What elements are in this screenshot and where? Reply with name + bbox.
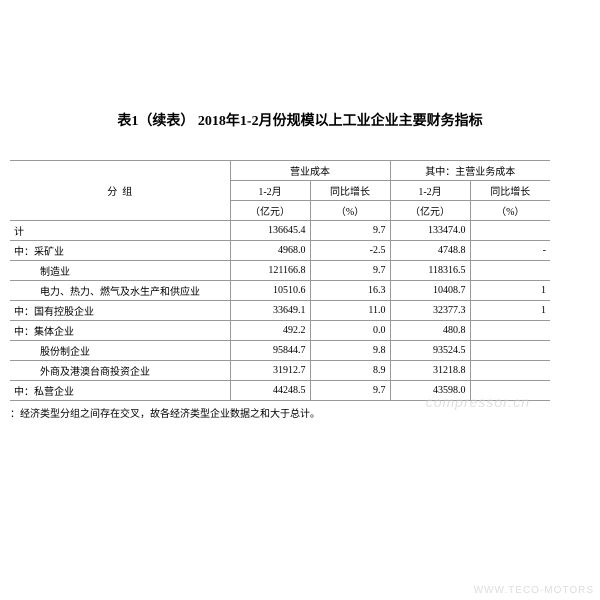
table-row: 中：集体企业492.20.0480.8	[10, 321, 550, 341]
cell-value: 16.3	[310, 281, 390, 301]
cell-value: 136645.4	[230, 221, 310, 241]
col-main-biz-cost: 其中：主营业务成本	[390, 161, 550, 181]
cell-value: 93524.5	[390, 341, 470, 361]
col-unit-3: （亿元）	[390, 201, 470, 221]
cell-value: 1	[470, 281, 550, 301]
cell-value: 31218.8	[390, 361, 470, 381]
table-body: 计136645.49.7133474.0中：采矿业4968.0-2.54748.…	[10, 221, 550, 401]
col-period-2: 1-2月	[390, 181, 470, 201]
cell-value: 492.2	[230, 321, 310, 341]
cell-value: 4968.0	[230, 241, 310, 261]
table-row: 股份制企业95844.79.893524.5	[10, 341, 550, 361]
table-row: 中：国有控股企业33649.111.032377.31	[10, 301, 550, 321]
cell-value: 11.0	[310, 301, 390, 321]
cell-value: 480.8	[390, 321, 470, 341]
col-yoy-2: 同比增长	[470, 181, 550, 201]
cell-value: 118316.5	[390, 261, 470, 281]
table-row: 外商及港澳台商投资企业31912.78.931218.8	[10, 361, 550, 381]
table-row: 中：采矿业4968.0-2.54748.8-	[10, 241, 550, 261]
financial-table: 分 组 营业成本 其中：主营业务成本 1-2月 同比增长 1-2月 同比增长 （…	[10, 160, 550, 401]
col-group: 分 组	[10, 161, 230, 221]
cell-value: 9.7	[310, 261, 390, 281]
cell-value	[470, 361, 550, 381]
cell-value	[470, 221, 550, 241]
table-row: 计136645.49.7133474.0	[10, 221, 550, 241]
row-label: 股份制企业	[10, 341, 230, 361]
row-label: 电力、热力、燃气及水生产和供应业	[10, 281, 230, 301]
cell-value: 1	[470, 301, 550, 321]
cell-value: 0.0	[310, 321, 390, 341]
cell-value	[470, 341, 550, 361]
row-label: 中：国有控股企业	[10, 301, 230, 321]
col-unit-2: （%）	[310, 201, 390, 221]
table-row: 制造业121166.89.7118316.5	[10, 261, 550, 281]
cell-value: 95844.7	[230, 341, 310, 361]
cell-value: -2.5	[310, 241, 390, 261]
row-label: 中：私营企业	[10, 381, 230, 401]
cell-value: 9.7	[310, 221, 390, 241]
row-label: 中：采矿业	[10, 241, 230, 261]
row-label: 制造业	[10, 261, 230, 281]
watermark-text: compressor.cn	[426, 394, 530, 410]
document-page: 表1（续表） 2018年1-2月份规模以上工业企业主要财务指标 分 组 营业成本…	[0, 0, 600, 600]
cell-value: 33649.1	[230, 301, 310, 321]
col-unit-1: （亿元）	[230, 201, 310, 221]
cell-value: 9.8	[310, 341, 390, 361]
table-row: 电力、热力、燃气及水生产和供应业10510.616.310408.71	[10, 281, 550, 301]
col-yoy-1: 同比增长	[310, 181, 390, 201]
cell-value: 44248.5	[230, 381, 310, 401]
cell-value: 4748.8	[390, 241, 470, 261]
cell-value: 9.7	[310, 381, 390, 401]
cell-value: 121166.8	[230, 261, 310, 281]
col-period-1: 1-2月	[230, 181, 310, 201]
table-title: 表1（续表） 2018年1-2月份规模以上工业企业主要财务指标	[0, 110, 600, 130]
cell-value: 10408.7	[390, 281, 470, 301]
cell-value: 32377.3	[390, 301, 470, 321]
cell-value	[470, 261, 550, 281]
col-operating-cost: 营业成本	[230, 161, 390, 181]
cell-value: 31912.7	[230, 361, 310, 381]
col-unit-4: （%）	[470, 201, 550, 221]
cell-value: 8.9	[310, 361, 390, 381]
watermark-footer: WWW.TECO-MOTORS	[474, 585, 594, 596]
cell-value: -	[470, 241, 550, 261]
row-label: 计	[10, 221, 230, 241]
table-header: 分 组 营业成本 其中：主营业务成本 1-2月 同比增长 1-2月 同比增长 （…	[10, 161, 550, 221]
cell-value: 133474.0	[390, 221, 470, 241]
row-label: 中：集体企业	[10, 321, 230, 341]
cell-value: 10510.6	[230, 281, 310, 301]
row-label: 外商及港澳台商投资企业	[10, 361, 230, 381]
cell-value	[470, 321, 550, 341]
